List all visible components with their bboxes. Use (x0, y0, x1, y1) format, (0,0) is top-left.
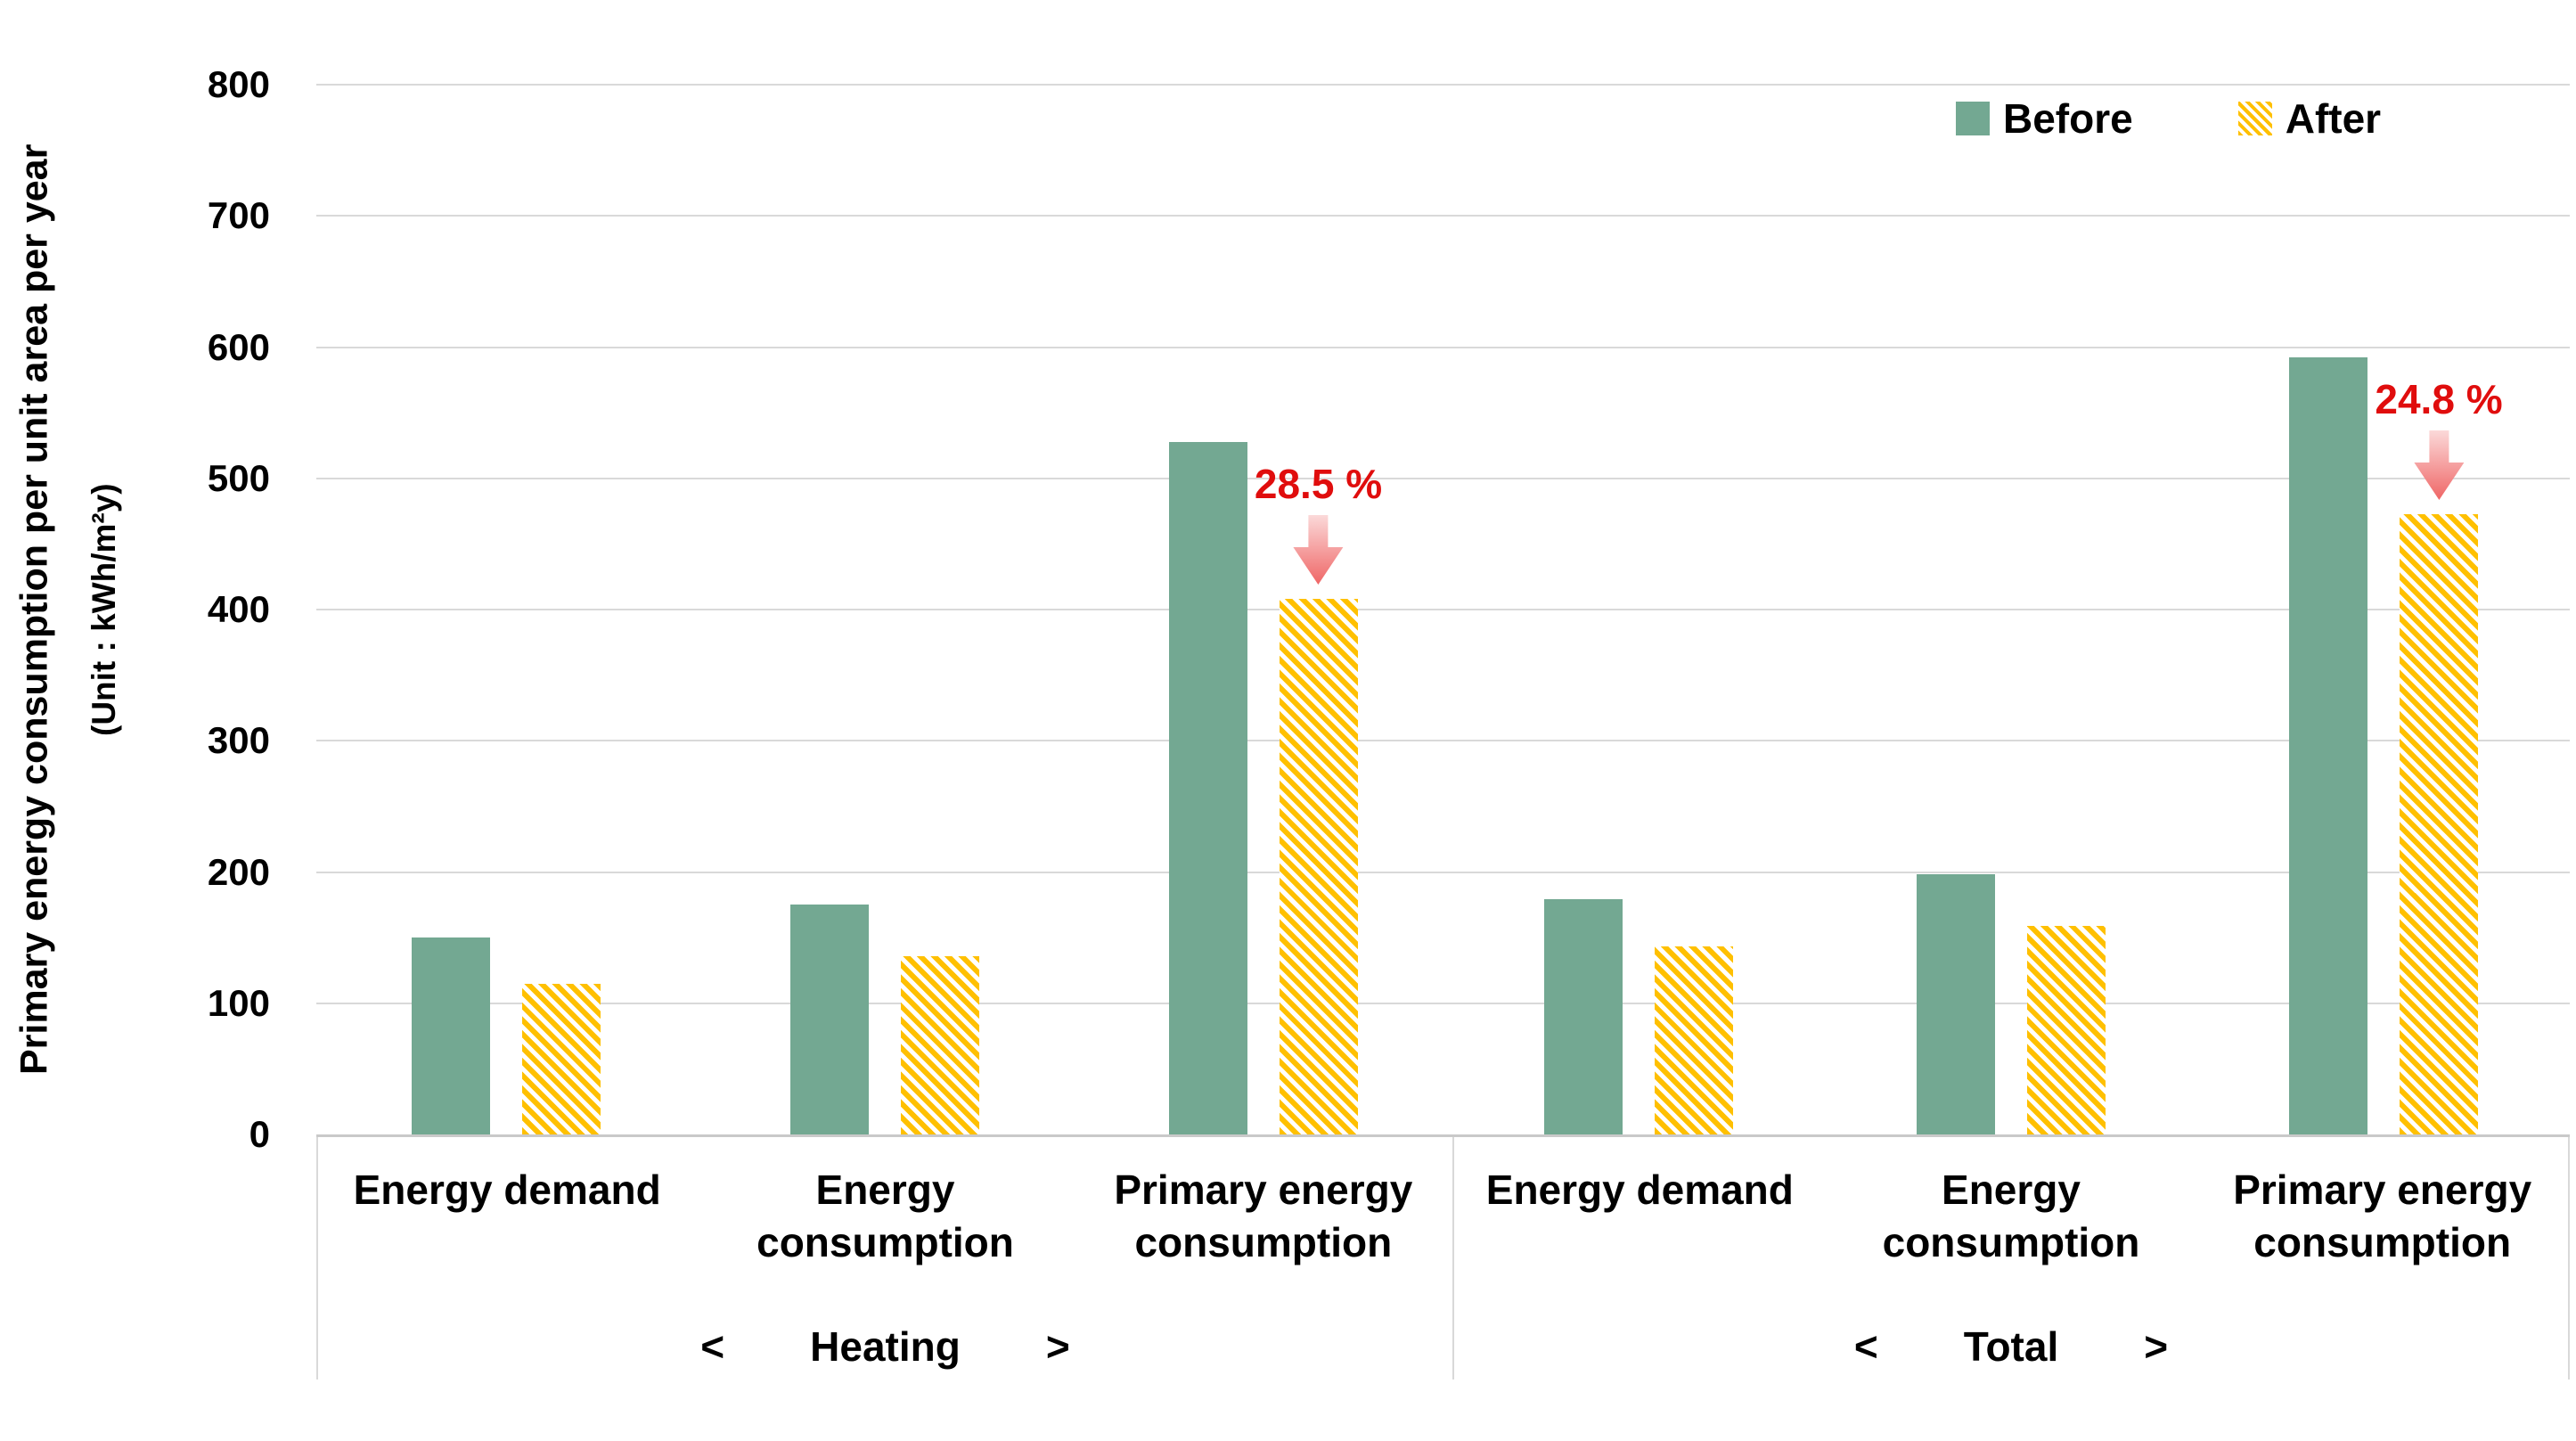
category-label-line: consumption (1134, 1218, 1393, 1265)
bar-after-heating-energy-consumption (900, 955, 979, 1134)
bar-group-heating: 28.5 % (316, 85, 1452, 1134)
y-tick-label-100: 100 (207, 981, 270, 1024)
category-label-row: Energy demand Energy consumption Primary en… (318, 1137, 1452, 1380)
bar-after-total-energy-demand (1655, 946, 1733, 1134)
legend: Before After (1956, 98, 2381, 139)
group-label-heating: < Heating > (318, 1326, 1452, 1367)
bar-group-total: 24.8 % (1452, 85, 2570, 1134)
legend-label-after: After (2285, 95, 2382, 142)
category-cell-heating-energy-consumption (695, 85, 1074, 1134)
reduction-percent-label: 24.8 % (2375, 375, 2503, 422)
angle-bracket: < (1853, 1323, 1878, 1370)
after-swatch-icon (2237, 102, 2272, 135)
gridline-300 (316, 740, 2570, 742)
gridline-200 (316, 871, 2570, 873)
gridline-800 (316, 84, 2570, 86)
gridline-500 (316, 477, 2570, 479)
category-label-energy-consumption: Energy consumption (1826, 1137, 2197, 1380)
bar-before-total-energy-consumption (1917, 874, 1995, 1134)
label-box-heating: Energy demand Energy consumption Primary en… (316, 1137, 1452, 1380)
legend-item-after: After (2237, 95, 2382, 142)
before-swatch-icon (1956, 102, 1990, 135)
bar-after-heating-primary-energy-consumption (1279, 599, 1358, 1134)
category-cell-total-energy-demand (1452, 85, 1825, 1134)
category-cell-heating-energy-demand (316, 85, 695, 1134)
gridline-700 (316, 215, 2570, 217)
bar-after-total-energy-consumption (2027, 925, 2106, 1134)
plot-area: 28.5 % 24.8 % (316, 84, 2570, 1137)
category-label-row: Energy demand Energy consumption Primary en… (1454, 1137, 2568, 1380)
category-label-line: Energy demand (353, 1167, 661, 1213)
category-label-line: consumption (1882, 1218, 2140, 1265)
down-arrow-icon (2414, 430, 2464, 500)
y-tick-label-500: 500 (207, 456, 270, 499)
y-tick-label-600: 600 (207, 325, 270, 368)
category-label-primary-energy-consumption: Primary energy consumption (2196, 1137, 2568, 1380)
angle-bracket: < (700, 1323, 725, 1370)
category-cell-total-energy-consumption (1825, 85, 2197, 1134)
group-label-total: < Total > (1454, 1326, 2568, 1367)
bar-before-heating-energy-consumption (789, 905, 869, 1134)
y-tick-label-200: 200 (207, 850, 270, 893)
category-cell-total-primary-energy-consumption: 24.8 % (2197, 85, 2570, 1134)
y-tick-label-800: 800 (207, 63, 270, 105)
bar-before-total-energy-demand (1544, 899, 1623, 1134)
category-label-line: Primary energy (2233, 1167, 2532, 1213)
category-label-line: Energy (1942, 1167, 2081, 1213)
category-label-primary-energy-consumption: Primary energy consumption (1075, 1137, 1452, 1380)
legend-label-before: Before (2003, 95, 2133, 142)
y-tick-label-400: 400 (207, 588, 270, 630)
bar-before-total-primary-energy-consumption (2289, 357, 2367, 1134)
category-cell-heating-primary-energy-consumption: 28.5 % (1074, 85, 1452, 1134)
group-name-text: Heating (810, 1323, 961, 1370)
bar-after-total-primary-energy-consumption (2400, 513, 2478, 1134)
y-tick-label-0: 0 (249, 1113, 270, 1155)
category-label-line: Energy demand (1485, 1167, 1794, 1213)
y-tick-label-300: 300 (207, 719, 270, 762)
category-label-band: Energy demand Energy consumption Primary en… (316, 1137, 2570, 1380)
angle-bracket: > (1045, 1323, 1070, 1370)
label-box-total: Energy demand Energy consumption Primary en… (1452, 1137, 2570, 1380)
angle-bracket: > (2144, 1323, 2169, 1370)
category-label-line: consumption (756, 1218, 1014, 1265)
category-label-energy-consumption: Energy consumption (696, 1137, 1074, 1380)
group-name-text: Total (1963, 1323, 2059, 1370)
y-axis-tick-labels: 800 700 600 500 400 300 200 100 0 (0, 66, 270, 1153)
bar-after-heating-energy-demand (521, 983, 601, 1134)
bar-before-heating-energy-demand (411, 937, 490, 1134)
bar-before-heating-primary-energy-consumption (1168, 441, 1247, 1134)
reduction-annotation-heating: 28.5 % (1255, 463, 1382, 585)
gridline-400 (316, 609, 2570, 610)
category-label-line: Energy (815, 1167, 955, 1213)
y-tick-label-700: 700 (207, 194, 270, 237)
down-arrow-icon (1293, 515, 1344, 585)
legend-item-before: Before (1956, 98, 2133, 139)
category-label-energy-demand: Energy demand (1454, 1137, 1826, 1380)
category-label-energy-demand: Energy demand (318, 1137, 696, 1380)
reduction-annotation-total: 24.8 % (2375, 375, 2503, 500)
category-label-line: Primary energy (1114, 1167, 1413, 1213)
gridline-100 (316, 1002, 2570, 1004)
category-label-line: consumption (2253, 1218, 2512, 1265)
gridline-600 (316, 346, 2570, 348)
reduction-percent-label: 28.5 % (1254, 461, 1383, 508)
